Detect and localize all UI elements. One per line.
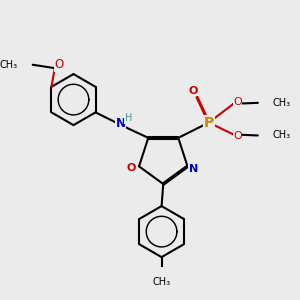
Text: CH₃: CH₃: [272, 130, 290, 140]
Text: O: O: [233, 131, 242, 141]
Text: CH₃: CH₃: [0, 60, 17, 70]
Text: CH₃: CH₃: [152, 277, 171, 286]
Text: H: H: [125, 113, 132, 124]
Text: P: P: [204, 116, 214, 130]
Text: N: N: [116, 117, 125, 130]
Text: O: O: [127, 163, 136, 173]
Text: CH₃: CH₃: [272, 98, 290, 108]
Text: O: O: [233, 98, 242, 107]
Text: O: O: [54, 58, 64, 71]
Text: O: O: [189, 86, 198, 96]
Text: N: N: [189, 164, 198, 174]
